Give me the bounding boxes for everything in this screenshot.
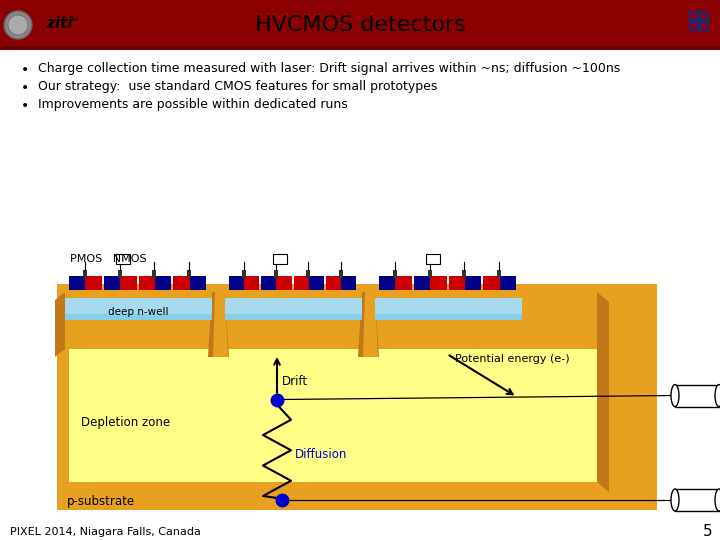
Text: Our strategy:  use standard CMOS features for small prototypes: Our strategy: use standard CMOS features…: [38, 80, 437, 93]
Bar: [338, 270, 343, 278]
Ellipse shape: [4, 11, 32, 39]
Bar: [104, 276, 120, 290]
Text: •: •: [21, 81, 29, 95]
Bar: [294, 276, 309, 290]
Bar: [153, 270, 156, 278]
Ellipse shape: [715, 489, 720, 511]
Bar: [325, 276, 341, 290]
Bar: [483, 276, 500, 290]
Bar: [341, 276, 356, 290]
Bar: [242, 270, 246, 278]
Bar: [307, 270, 310, 278]
Bar: [430, 276, 446, 290]
Text: ziti: ziti: [46, 17, 73, 31]
Bar: [375, 292, 522, 349]
Polygon shape: [208, 292, 229, 357]
Bar: [86, 276, 102, 290]
Bar: [174, 276, 189, 290]
Ellipse shape: [671, 489, 679, 511]
Bar: [276, 276, 292, 290]
Bar: [189, 276, 206, 290]
Bar: [462, 270, 467, 278]
Polygon shape: [597, 292, 609, 492]
Polygon shape: [365, 292, 375, 357]
Ellipse shape: [8, 15, 28, 35]
Bar: [138, 276, 155, 290]
Text: HVCMOS detectors: HVCMOS detectors: [255, 15, 465, 35]
Bar: [690, 22, 698, 30]
Polygon shape: [215, 292, 225, 357]
Text: PIXEL 2014, Niagara Falls, Canada: PIXEL 2014, Niagara Falls, Canada: [10, 527, 201, 537]
Bar: [0, 46, 720, 50]
Bar: [375, 298, 522, 320]
Bar: [393, 270, 397, 278]
Polygon shape: [55, 292, 65, 357]
Bar: [229, 276, 244, 290]
Polygon shape: [358, 292, 379, 357]
Bar: [414, 276, 430, 290]
Bar: [65, 298, 212, 314]
Ellipse shape: [671, 384, 679, 407]
Bar: [65, 298, 212, 320]
Text: Charge collection time measured with laser: Drift signal arrives within ~ns; dif: Charge collection time measured with las…: [38, 62, 620, 75]
Bar: [274, 270, 278, 278]
Bar: [375, 298, 522, 314]
Bar: [69, 276, 86, 290]
Bar: [261, 276, 276, 290]
Bar: [395, 276, 412, 290]
Text: •: •: [21, 99, 29, 113]
Bar: [426, 254, 441, 264]
Bar: [225, 298, 362, 314]
Text: Improvements are possible within dedicated runs: Improvements are possible within dedicat…: [38, 98, 348, 111]
Bar: [225, 298, 362, 320]
Text: p-substrate: p-substrate: [67, 496, 135, 509]
Bar: [700, 12, 708, 20]
Text: deep n-well: deep n-well: [108, 307, 168, 317]
Bar: [428, 270, 432, 278]
Text: PMOS   NMOS: PMOS NMOS: [70, 254, 147, 264]
Bar: [690, 12, 698, 20]
Bar: [675, 384, 719, 407]
Ellipse shape: [715, 384, 720, 407]
Bar: [379, 276, 395, 290]
Bar: [155, 276, 171, 290]
Polygon shape: [213, 292, 228, 357]
Bar: [69, 349, 597, 482]
Text: •: •: [21, 63, 29, 77]
Bar: [117, 270, 122, 278]
Text: "": "": [70, 17, 79, 27]
Bar: [500, 276, 516, 290]
Text: Depletion zone: Depletion zone: [81, 416, 170, 429]
Bar: [273, 254, 287, 264]
Bar: [57, 284, 657, 510]
Bar: [244, 276, 259, 290]
Bar: [597, 292, 657, 482]
Bar: [497, 270, 501, 278]
Bar: [449, 276, 465, 290]
Bar: [0, 0, 720, 50]
Bar: [117, 254, 130, 264]
Polygon shape: [363, 292, 378, 357]
Bar: [187, 270, 191, 278]
Bar: [700, 22, 708, 30]
Bar: [65, 292, 212, 349]
Bar: [120, 276, 137, 290]
Bar: [83, 270, 87, 278]
Text: Drift: Drift: [282, 375, 308, 388]
Bar: [675, 489, 719, 511]
Bar: [309, 276, 324, 290]
Text: 5: 5: [703, 524, 712, 539]
Text: Diffusion: Diffusion: [295, 448, 347, 461]
Bar: [225, 292, 362, 349]
Bar: [465, 276, 481, 290]
Text: Potential energy (e-): Potential energy (e-): [455, 354, 570, 364]
